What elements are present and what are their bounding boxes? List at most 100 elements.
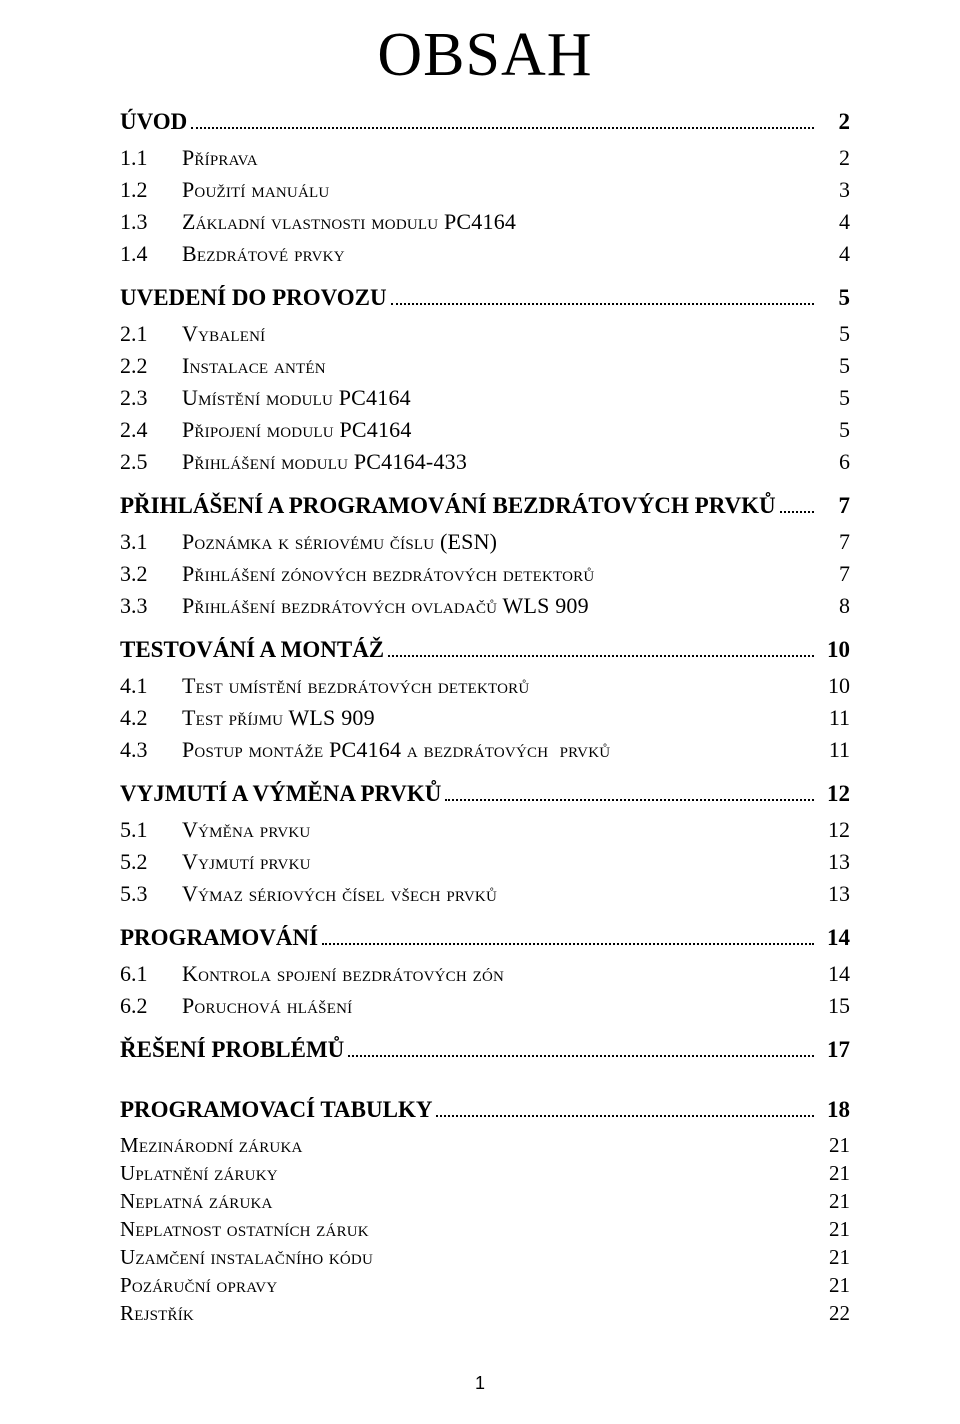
toc-label: PŘIHLÁŠENÍ A PROGRAMOVÁNÍ BEZDRÁTOVÝCH P… [120, 493, 776, 519]
toc-page: 21 [818, 1273, 850, 1298]
toc-number: 4.1 [120, 673, 182, 699]
toc-row: UVEDENÍ DO PROVOZU5 [120, 285, 850, 311]
toc-leader-dots [191, 119, 814, 129]
toc-row: Uplatnění záruky21 [120, 1161, 850, 1186]
toc-label: Neplatná záruka [120, 1189, 273, 1214]
toc-page: 14 [818, 961, 850, 987]
toc-label: Rejstřík [120, 1301, 194, 1326]
toc-label: Poznámka k sériovému číslu (ESN) [182, 529, 497, 555]
toc-number: 5.2 [120, 849, 182, 875]
toc-number: 4.3 [120, 737, 182, 763]
toc-page: 3 [818, 177, 850, 203]
toc-page: 11 [818, 705, 850, 731]
toc-page: 11 [818, 737, 850, 763]
toc-number: 2.5 [120, 449, 182, 475]
toc-page: 7 [818, 561, 850, 587]
toc-number: 4.2 [120, 705, 182, 731]
toc-label: Výmaz sériových čísel všech prvků [182, 881, 497, 907]
toc-page: 21 [818, 1217, 850, 1242]
toc-label: Použití manuálu [182, 177, 329, 203]
toc-label: Instalace antén [182, 353, 326, 379]
toc-number: 2.4 [120, 417, 182, 443]
toc-page: 14 [818, 925, 850, 951]
toc-number: 2.3 [120, 385, 182, 411]
toc-row: Rejstřík 22 [120, 1301, 850, 1326]
toc-label: PROGRAMOVACÍ TABULKY [120, 1097, 432, 1123]
toc-leader-dots [391, 295, 814, 305]
toc-row: 5.2Vyjmutí prvku13 [120, 849, 850, 875]
toc-row: ŘEŠENÍ PROBLÉMŮ17 [120, 1037, 850, 1063]
toc-page: 18 [818, 1097, 850, 1123]
toc-label: VYJMUTÍ A VÝMĚNA PRVKŮ [120, 781, 441, 807]
toc-page: 22 [818, 1301, 850, 1326]
toc-label: PROGRAMOVÁNÍ [120, 925, 318, 951]
toc-page: 21 [818, 1161, 850, 1186]
toc-label: ÚVOD [120, 109, 187, 135]
toc-page: 21 [818, 1189, 850, 1214]
toc-label: Poruchová hlášení [182, 993, 352, 1019]
toc-page: 4 [818, 241, 850, 267]
toc-label: Přihlášení modulu PC4164-433 [182, 449, 467, 475]
toc-number: 3.3 [120, 593, 182, 619]
toc-label: Pozáruční opravy [120, 1273, 277, 1298]
toc-page: 8 [818, 593, 850, 619]
toc-number: 1.2 [120, 177, 182, 203]
toc-number: 5.3 [120, 881, 182, 907]
toc-row: Mezinárodní záruka 21 [120, 1133, 850, 1158]
toc-page: 2 [818, 145, 850, 171]
toc-number: 6.2 [120, 993, 182, 1019]
toc-row: 1.4Bezdrátové prvky4 [120, 241, 850, 267]
toc-row: 3.2Přihlášení zónových bezdrátových dete… [120, 561, 850, 587]
toc-label: Neplatnost ostatních záruk [120, 1217, 369, 1242]
toc-row: 4.2Test příjmu WLS 909 11 [120, 705, 850, 731]
toc-label: Test umístění bezdrátových detektorů [182, 673, 529, 699]
toc-row: 4.1Test umístění bezdrátových detektorů1… [120, 673, 850, 699]
toc-label: Základní vlastnosti modulu PC4164 [182, 209, 516, 235]
toc-row: 1.3Základní vlastnosti modulu PC4164 4 [120, 209, 850, 235]
toc-leader-dots [348, 1047, 814, 1057]
toc-number: 6.1 [120, 961, 182, 987]
toc-page: 4 [818, 209, 850, 235]
toc-page: 13 [818, 849, 850, 875]
toc-row: Neplatná záruka 21 [120, 1189, 850, 1214]
toc-row: 6.1Kontrola spojení bezdrátových zón14 [120, 961, 850, 987]
toc-row: 1.2Použití manuálu 3 [120, 177, 850, 203]
toc-page: 15 [818, 993, 850, 1019]
toc-row: PROGRAMOVÁNÍ 14 [120, 925, 850, 951]
toc-label: Postup montáže PC4164 a bezdrátových prv… [182, 737, 610, 763]
toc-number: 3.2 [120, 561, 182, 587]
toc-row: 5.1Výměna prvku12 [120, 817, 850, 843]
toc-row: 2.1Vybalení5 [120, 321, 850, 347]
toc-leader-dots [445, 791, 814, 801]
toc-number: 1.1 [120, 145, 182, 171]
toc-row: 4.3Postup montáže PC4164 a bezdrátových … [120, 737, 850, 763]
toc-page: 12 [818, 781, 850, 807]
toc-label: Připojení modulu PC4164 [182, 417, 412, 443]
toc-label: Umístění modulu PC4164 [182, 385, 411, 411]
toc-label: Mezinárodní záruka [120, 1133, 303, 1158]
toc-row: ÚVOD2 [120, 109, 850, 135]
toc-page: 5 [818, 417, 850, 443]
toc-row: PŘIHLÁŠENÍ A PROGRAMOVÁNÍ BEZDRÁTOVÝCH P… [120, 493, 850, 519]
toc-label: Příprava [182, 145, 258, 171]
toc-label: Test příjmu WLS 909 [182, 705, 375, 731]
toc-label: Vybalení [182, 321, 265, 347]
toc-label: UVEDENÍ DO PROVOZU [120, 285, 387, 311]
toc-row: TESTOVÁNÍ A MONTÁŽ10 [120, 637, 850, 663]
toc-row: 3.3Přihlášení bezdrátových ovladačů WLS … [120, 593, 850, 619]
toc-number: 1.3 [120, 209, 182, 235]
toc-row: 2.2Instalace antén5 [120, 353, 850, 379]
toc-row: 3.1Poznámka k sériovému číslu (ESN)7 [120, 529, 850, 555]
page-number: 1 [0, 1373, 960, 1394]
toc-number: 2.1 [120, 321, 182, 347]
toc-row: Pozáruční opravy 21 [120, 1273, 850, 1298]
toc-label: ŘEŠENÍ PROBLÉMŮ [120, 1037, 344, 1063]
toc-page: 7 [818, 493, 850, 519]
toc-page: OBSAH ÚVOD21.1Příprava21.2Použití manuál… [0, 0, 960, 1424]
toc-row: 1.1Příprava 2 [120, 145, 850, 171]
toc-leader-dots [436, 1107, 814, 1117]
toc-row: 6.2Poruchová hlášení 15 [120, 993, 850, 1019]
toc-number: 3.1 [120, 529, 182, 555]
toc-leader-dots [322, 935, 814, 945]
toc-page: 21 [818, 1133, 850, 1158]
